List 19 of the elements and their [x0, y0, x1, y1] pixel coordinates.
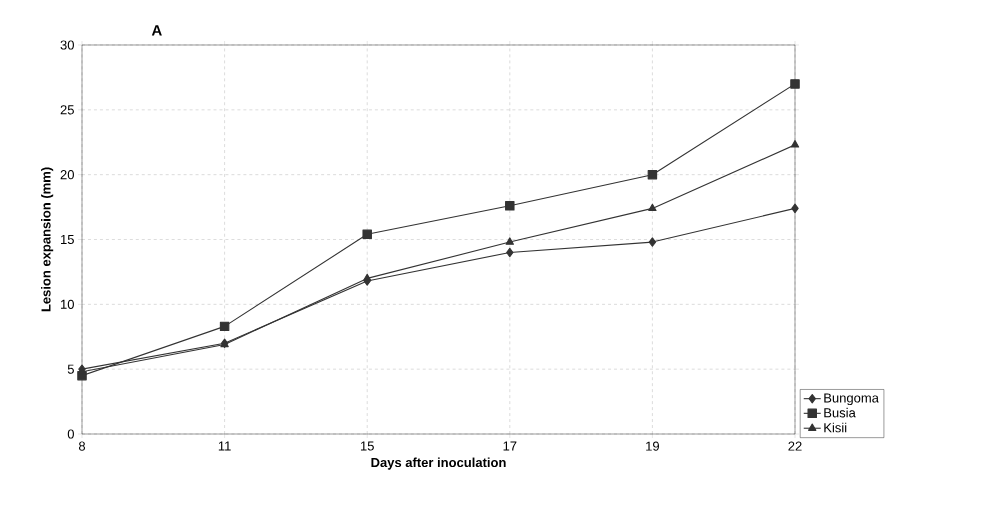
- y-tick-label: 30: [60, 40, 74, 50]
- y-tick-label: 0: [67, 429, 74, 439]
- x-tick-label: 22: [788, 441, 802, 451]
- y-tick-label: 10: [61, 299, 74, 309]
- x-tick-label: 17: [503, 441, 517, 451]
- y-tick-label: 15: [61, 234, 74, 245]
- chart-title: A: [151, 25, 162, 36]
- x-axis-title: Days after inoculation: [371, 457, 506, 470]
- y-tick-label: 20: [60, 170, 74, 180]
- x-tick-label: 11: [218, 441, 231, 451]
- x-tick-label: 15: [360, 441, 374, 451]
- y-tick-label: 25: [60, 105, 74, 115]
- y-axis-title: Lesion expansion (mm): [41, 167, 54, 312]
- x-tick-label: 19: [646, 441, 660, 451]
- y-tick-label: 5: [67, 364, 74, 374]
- legend-label: Kisii: [824, 422, 847, 433]
- legend-label: Bungoma: [824, 393, 879, 406]
- x-tick-label: 8: [78, 441, 86, 451]
- legend-label: Busia: [824, 407, 856, 418]
